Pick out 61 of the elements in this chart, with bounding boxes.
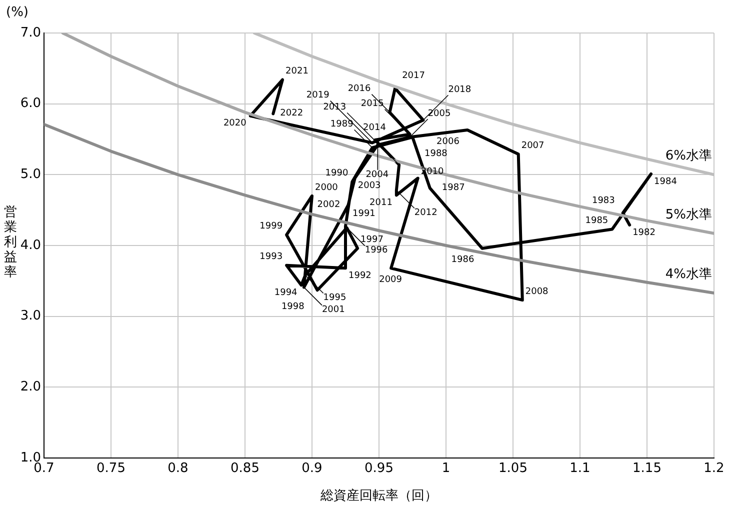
annotation: 2022 (280, 108, 304, 119)
x-tick-label: 1.15 (632, 461, 662, 476)
annotation: 1996 (364, 246, 388, 256)
annotation: 2012 (414, 208, 438, 218)
series-label: 6%水準 (665, 148, 712, 164)
x-tick-label: 0.95 (364, 461, 394, 476)
annotation: 2018 (448, 84, 472, 95)
x-tick-label: 1.1 (570, 461, 590, 476)
series-label: 4%水準 (665, 266, 712, 282)
annotation: 2005 (428, 108, 451, 119)
x-tick-label: 0.75 (96, 461, 126, 476)
series-label: 5%水準 (665, 207, 712, 222)
annotation: 2020 (223, 118, 247, 129)
y-axis-title: 営業利益率 (4, 205, 18, 280)
y-tick-label: 3.0 (20, 308, 41, 324)
x-tick-label: 0.85 (230, 461, 260, 476)
annotation: 1997 (360, 235, 384, 246)
x-tick-label: 1.05 (498, 461, 528, 476)
x-axis-title: 総資産回転率（回） (320, 488, 438, 504)
y-tick-label: 6.0 (20, 96, 41, 112)
annotation: 2016 (348, 84, 371, 94)
annotation: 1998 (281, 302, 305, 312)
text: (%) (6, 4, 28, 20)
annotation: 2008 (525, 286, 549, 297)
annotation: 1982 (632, 228, 656, 238)
annotation: 2017 (402, 71, 425, 82)
annotation: 1985 (585, 216, 608, 226)
annotation: 1994 (274, 288, 298, 298)
annotation: 1999 (260, 222, 283, 232)
annotation: 2000 (315, 182, 338, 193)
y-tick-label: 7.0 (20, 25, 41, 40)
annotation: 2015 (360, 99, 384, 110)
annotation: 2002 (317, 200, 340, 210)
annotation: 2001 (322, 305, 345, 316)
annotation: 1984 (654, 176, 678, 187)
y-tick-label: 4.0 (20, 238, 41, 253)
x-tick-label: 1.2 (704, 461, 724, 476)
y-tick-label: 2.0 (20, 380, 41, 395)
annotation: 2014 (363, 122, 386, 133)
annotation: 2004 (366, 170, 389, 180)
annotation: 1983 (592, 196, 615, 206)
x-tick-label: 0.8 (168, 461, 188, 476)
annotation: 1991 (352, 209, 376, 220)
annotation: 1986 (451, 255, 474, 266)
annotation: 2009 (379, 275, 402, 286)
annotation: 1992 (348, 271, 372, 282)
annotation: 2006 (436, 136, 460, 147)
annotation: 2011 (370, 198, 392, 208)
annotation: 2003 (358, 181, 381, 192)
annotation: 2021 (286, 66, 308, 77)
annotation: 1990 (325, 168, 348, 179)
annotation: 1993 (260, 252, 283, 262)
x-tick-label: 1 (442, 461, 450, 476)
annotation: 1995 (323, 293, 346, 304)
x-tick-label: 0.9 (302, 461, 322, 476)
annotation: 2019 (306, 90, 330, 101)
annotation: 1987 (442, 182, 465, 193)
annotation: 1989 (330, 120, 354, 130)
y-tick-label: 5.0 (20, 167, 41, 182)
annotation: 1988 (424, 148, 448, 159)
annotation: 2007 (521, 140, 544, 151)
